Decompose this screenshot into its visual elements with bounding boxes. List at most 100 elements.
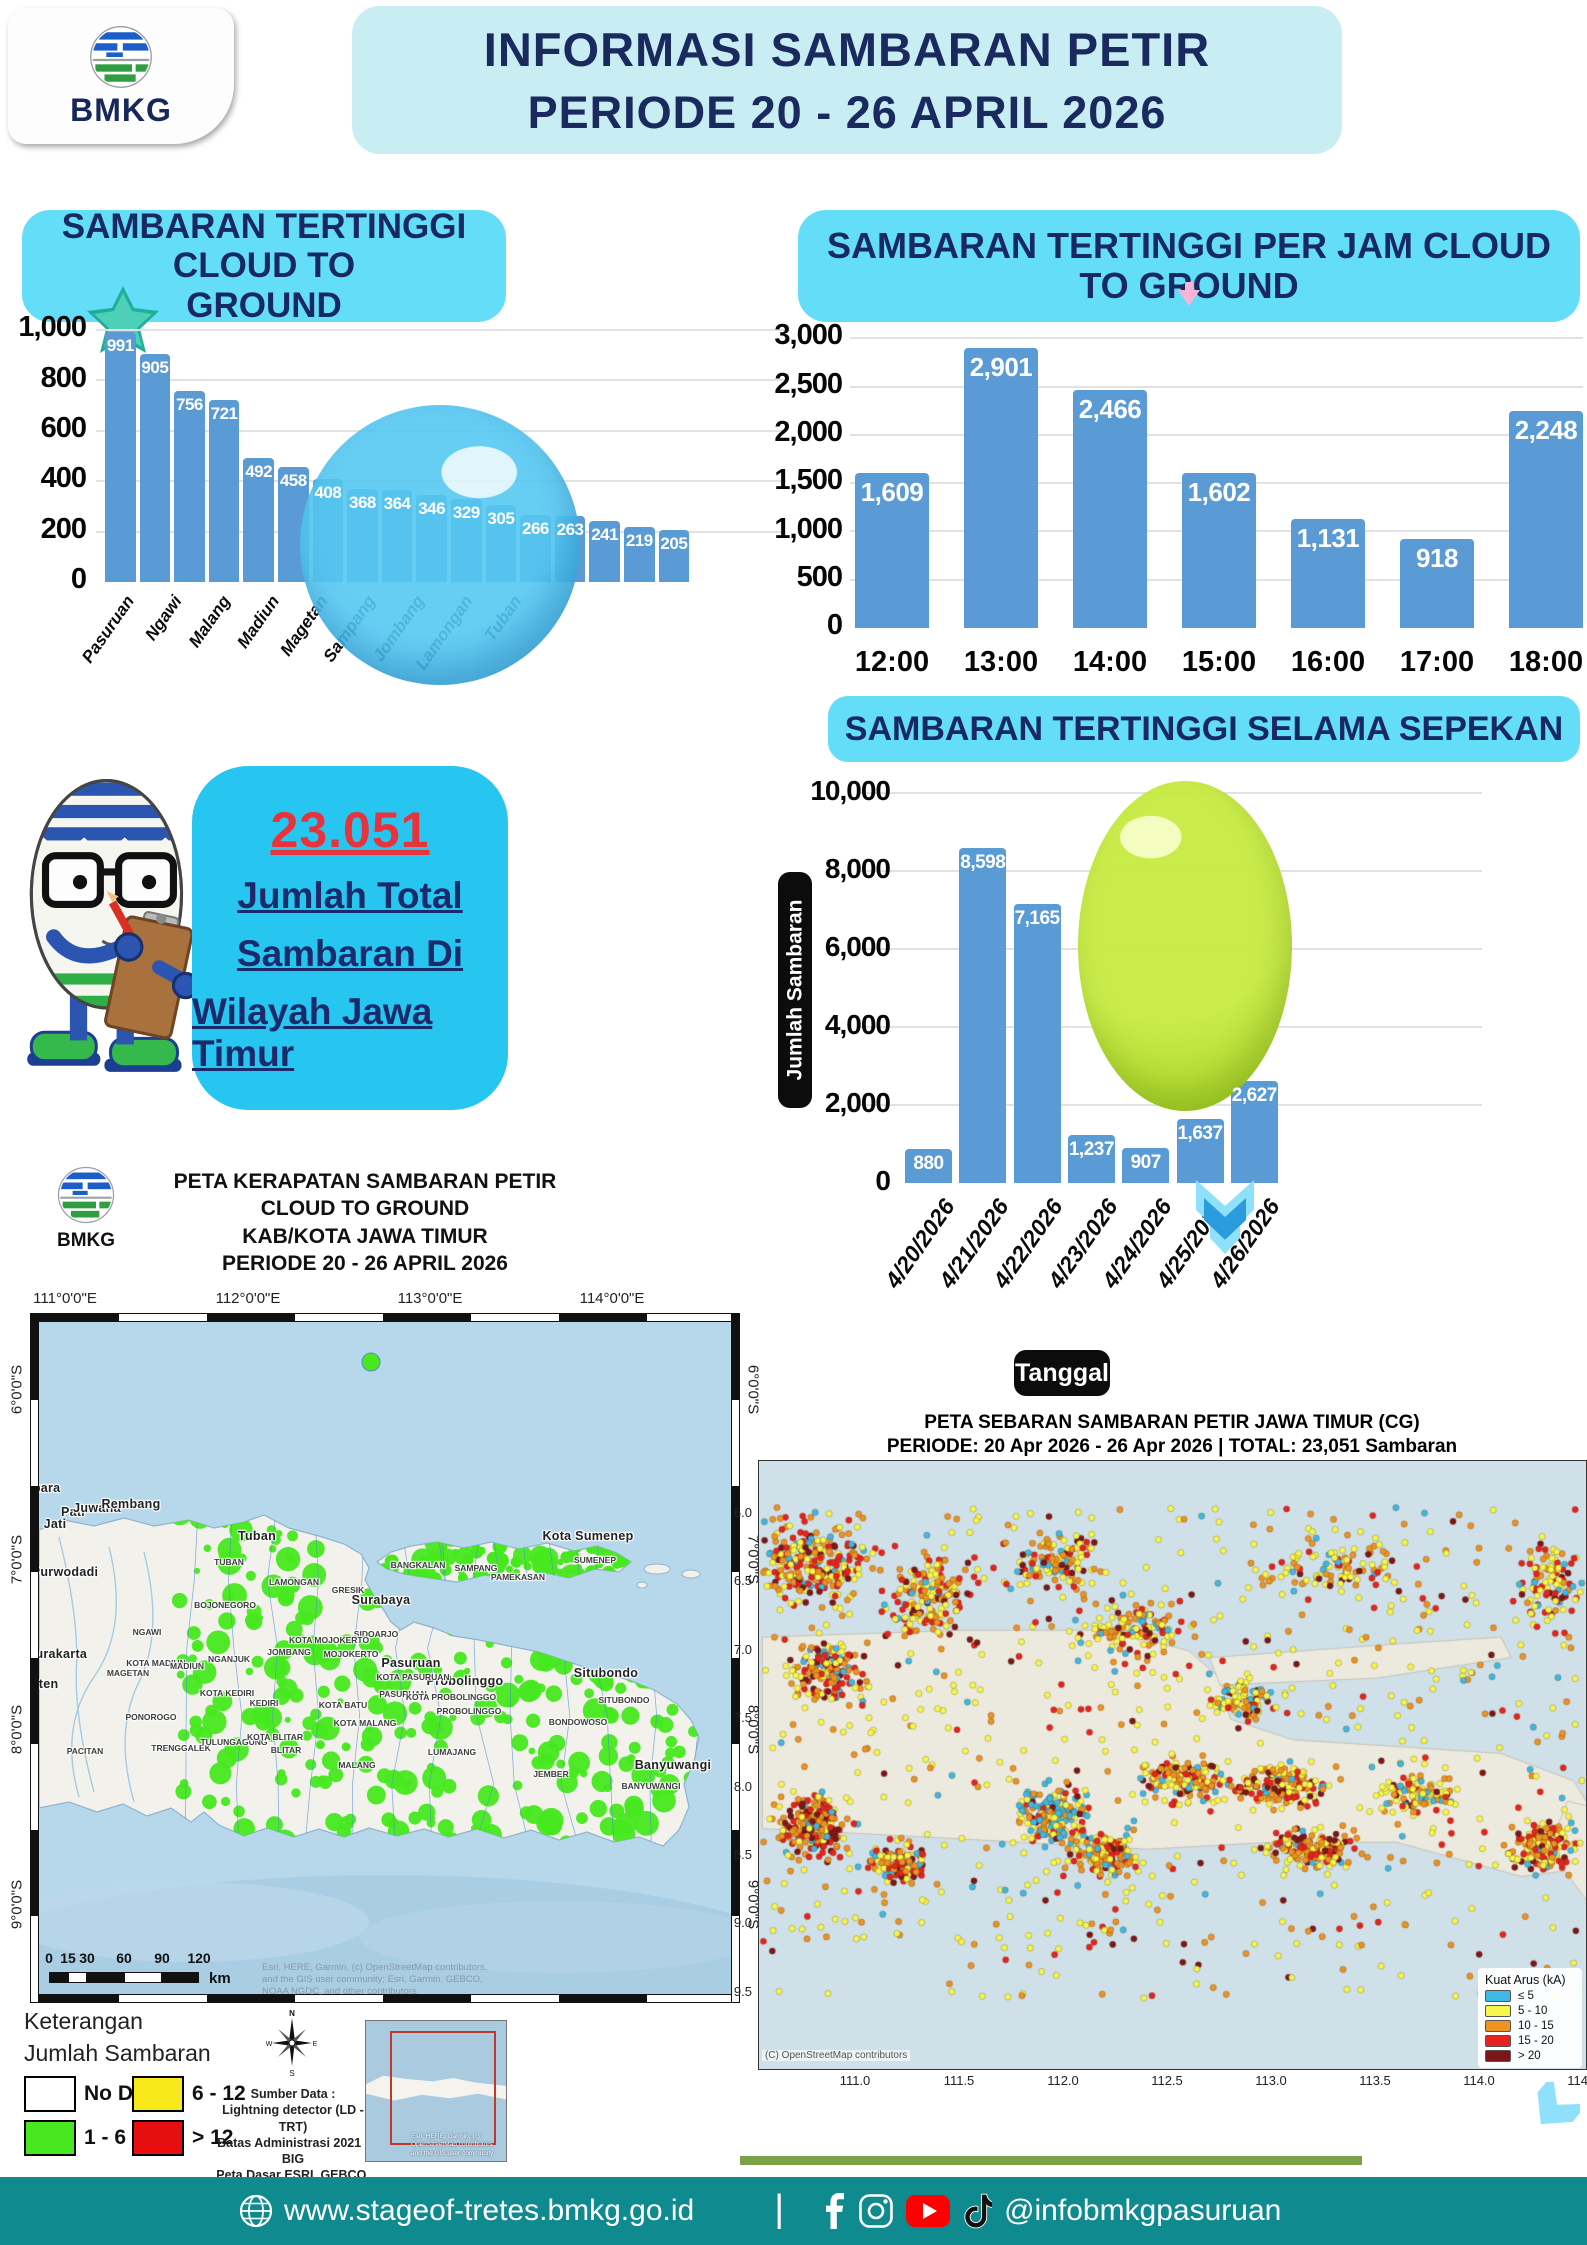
bar xyxy=(658,530,690,582)
bar xyxy=(174,391,205,582)
density-y-tick: 8°0'0"S xyxy=(8,1704,26,1755)
green-divider-bar xyxy=(740,2156,1362,2165)
scale-tick: 120 xyxy=(187,1950,211,1966)
source-line: Lightning detector (LD - TRT) xyxy=(222,2103,364,2134)
bar-value-label: 907 xyxy=(1130,1152,1162,1173)
youtube-icon[interactable] xyxy=(906,2195,951,2227)
density-x-tick: 114°0'0"E xyxy=(579,1290,645,1307)
blue-arrow-icon xyxy=(1196,1180,1254,1254)
total-strikes-callout: 23.051 Jumlah Total Sambaran Di Wilayah … xyxy=(192,766,508,1110)
scatter-legend-label: 15 - 20 xyxy=(1518,2035,1554,2047)
scatter-y-tick: 9.5 xyxy=(733,1983,752,1999)
scale-block xyxy=(68,1972,87,1983)
scatter-y-tick: 6.5 xyxy=(733,1573,752,1589)
website-link[interactable]: www.stageof-tretes.bmkg.go.id xyxy=(284,2194,695,2227)
compass-rose-icon: N W E S xyxy=(266,2009,318,2078)
map-scale-bar: 0 15 30 60 90 120 km xyxy=(45,1950,259,1990)
star-decoration-icon xyxy=(87,286,159,353)
x-tick-label-text: 4/21/2026 xyxy=(933,1194,1014,1293)
bmkg-map-logo-text: BMKG xyxy=(56,1230,116,1251)
chart3-y-axis-label: Jumlah Sambaran xyxy=(778,872,812,1108)
chart1-title-pill: SAMBARAN TERTINGGI CLOUD TO GROUND xyxy=(22,207,506,325)
scale-tick: 15 xyxy=(60,1950,76,1966)
map-neatline-left xyxy=(30,1313,39,2003)
bar xyxy=(855,473,929,628)
chart1-title-line1: SAMBARAN TERTINGGI CLOUD TO xyxy=(61,207,467,286)
facebook-icon[interactable] xyxy=(824,2193,846,2229)
legend-swatch xyxy=(132,2076,184,2112)
scale-block xyxy=(162,1972,199,1983)
scatter-map-title-line1: PETA SEBARAN SAMBARAN PETIR JAWA TIMUR (… xyxy=(924,1412,1420,1433)
x-tick-label: 17:00 xyxy=(1399,646,1475,678)
gridline xyxy=(850,482,1583,485)
legend-label: > 12 xyxy=(192,2126,234,2149)
social-handle[interactable]: @infobmkgpasuruan xyxy=(1004,2194,1282,2227)
scatter-x-tick: 114.0 xyxy=(1463,2073,1495,2088)
bar-value-label: 1,237 xyxy=(1068,1139,1115,1160)
y-tick-label: 600 xyxy=(40,411,87,444)
bmkg-mascot xyxy=(27,779,200,1072)
y-tick-label: 1,500 xyxy=(774,464,843,497)
x-tick-label-text: 4/24/2026 xyxy=(1096,1194,1177,1293)
bar xyxy=(905,1149,952,1183)
scatter-y-tick: 7.0 xyxy=(733,1641,752,1657)
gridline xyxy=(850,385,1583,388)
map-neatline-right xyxy=(731,1313,740,2003)
scatter-legend-swatch xyxy=(1485,2035,1511,2047)
instagram-icon[interactable] xyxy=(858,2193,894,2229)
gridline xyxy=(850,433,1583,436)
scatter-legend-label: ≤ 5 xyxy=(1518,1990,1534,2002)
x-tick-label-text: Malang xyxy=(185,592,235,651)
bar xyxy=(1230,1081,1278,1183)
blue-balloon-decoration xyxy=(300,405,580,685)
x-tick-label-text: Madiun xyxy=(233,592,283,652)
bar-value-label: 905 xyxy=(141,358,169,377)
scatter-legend-label: 5 - 10 xyxy=(1518,2005,1548,2017)
scatter-map-attribution: (C) OpenStreetMap contributors xyxy=(762,2050,911,2061)
svg-text:S: S xyxy=(289,2069,294,2078)
bar-value-label: 205 xyxy=(660,534,688,553)
tiktok-icon[interactable] xyxy=(962,2193,993,2229)
scatter-legend-swatch xyxy=(1485,1990,1511,2002)
scatter-y-tick: 6.0 xyxy=(733,1505,752,1520)
bar-value-label: 458 xyxy=(279,471,307,490)
gridline xyxy=(850,530,1583,533)
scatter-x-tick: 111.5 xyxy=(943,2073,975,2088)
header-title-card: INFORMASI SAMBARAN PETIR PERIODE 20 - 26… xyxy=(352,6,1342,154)
y-tick-label: 500 xyxy=(796,560,843,593)
bmkg-logo-text: BMKG xyxy=(70,91,172,128)
bar-value-label: 219 xyxy=(625,531,653,550)
x-tick-label: 13:00 xyxy=(963,646,1039,678)
chart2-title-pill: SAMBARAN TERTINGGI PER JAM CLOUD TO GROU… xyxy=(798,210,1580,322)
scatter-legend-swatch xyxy=(1485,2050,1511,2062)
bar xyxy=(1122,1148,1170,1183)
corner-blue-arrow-icon xyxy=(1537,2082,1580,2125)
bar xyxy=(105,332,136,582)
scatter-map-plot xyxy=(758,1460,1587,2070)
page-title-line1: INFORMASI SAMBARAN PETIR xyxy=(483,22,1211,76)
y-tick-label: 200 xyxy=(40,512,87,545)
bmkg-map-logo-icon xyxy=(57,1166,115,1224)
map-attribution: Esri, HERE, Garmin, (c) OpenStreetMap co… xyxy=(262,1962,488,1997)
scale-tick: 30 xyxy=(79,1950,95,1966)
bar xyxy=(1400,539,1474,628)
bar xyxy=(1067,1135,1115,1183)
legend-swatch xyxy=(24,2076,76,2112)
scatter-x-tick: 114.5 xyxy=(1567,2073,1587,2088)
total-strikes-value: 23.051 xyxy=(270,802,430,858)
gridline xyxy=(96,329,786,331)
y-tick-label: 0 xyxy=(875,1164,891,1196)
bar-value-label: 2,466 xyxy=(1078,394,1142,424)
y-tick-label: 2,500 xyxy=(774,367,843,400)
inset-extent-rectangle xyxy=(390,2031,496,2145)
page-title-line2: PERIODE 20 - 26 APRIL 2026 xyxy=(527,86,1167,138)
legend-swatch xyxy=(132,2120,184,2156)
scatter-y-tick: 9.0 xyxy=(733,1915,752,1931)
y-tick-label: 10,000 xyxy=(810,774,891,806)
scatter-legend-label: 10 - 15 xyxy=(1518,2020,1554,2032)
source-line: Sumber Data : xyxy=(250,2087,336,2101)
scale-block xyxy=(124,1972,162,1983)
bar xyxy=(1073,390,1147,628)
x-tick-label-text: 4/20/2026 xyxy=(879,1194,960,1293)
bar-value-label: 1,609 xyxy=(860,477,924,507)
